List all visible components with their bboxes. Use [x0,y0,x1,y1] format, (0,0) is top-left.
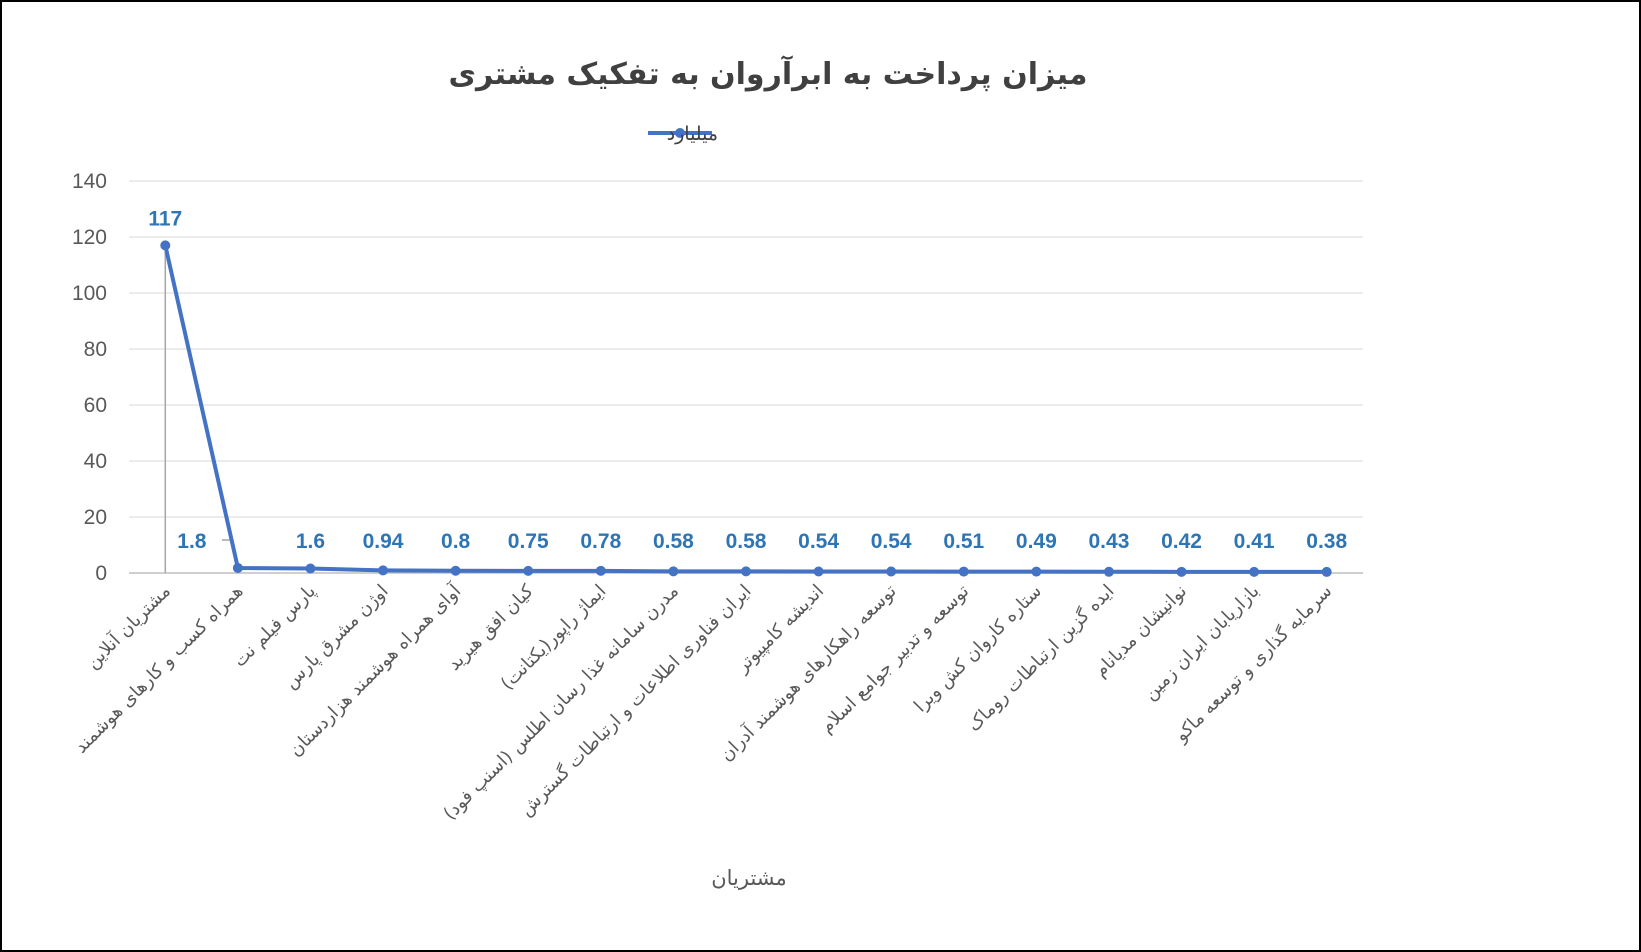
data-labels: 117 1.8 1.6 0.94 0.8 0.75 0.78 0.58 0.58 0.54 0.54… [148,207,1347,553]
y-tick-label: 100 [72,282,107,305]
y-tick-label: 80 [84,338,107,361]
data-label: 0.78 [580,530,621,553]
data-point[interactable] [668,566,679,577]
data-point[interactable] [1103,566,1114,577]
x-tick-label: توسعه و تدبیر جوامع اسلام [816,581,973,738]
data-label: 1.8 [177,530,207,553]
y-tick-label: 60 [84,394,107,417]
y-axis: 0 20 40 60 80 100 120 140 [72,170,107,585]
data-label: 0.42 [1161,530,1202,553]
data-label: 0.43 [1089,530,1130,553]
y-tick-label: 140 [72,170,107,193]
data-label: 1.6 [296,530,325,553]
data-point[interactable] [1176,566,1187,577]
data-point[interactable] [1321,566,1332,577]
data-label: 0.94 [363,530,404,553]
data-label: 0.58 [653,530,694,553]
y-tick-label: 0 [95,562,107,585]
series-mielard[interactable] [160,240,1332,577]
gridlines [129,180,1363,574]
legend[interactable]: میلیارد [648,123,718,145]
data-label: 117 [148,207,182,230]
y-tick-label: 20 [84,506,107,529]
x-tick-label: ستاره کاروان کش ویرا [910,581,1046,717]
x-tick-label: ایده گزین ارتباطات روماک [963,580,1119,736]
data-label: 0.54 [798,530,839,553]
data-point[interactable] [958,566,969,577]
data-label: 0.58 [726,530,767,553]
data-label: 0.51 [943,530,984,553]
data-label: 0.49 [1016,530,1057,553]
chart-title: میزان پرداخت به ابرآروان به تفکیک مشتری [448,55,1087,92]
data-point[interactable] [523,565,534,576]
data-label: 0.38 [1306,530,1347,553]
data-point[interactable] [813,566,824,577]
data-label: 0.8 [441,530,471,553]
data-point[interactable] [741,566,751,577]
data-label: 0.54 [871,530,912,553]
x-axis-title: مشتریان [711,866,787,890]
y-tick-label: 120 [72,226,107,249]
series-line[interactable] [163,243,1329,574]
data-label: 0.75 [508,530,549,553]
data-point[interactable] [595,565,606,576]
data-point[interactable] [378,565,389,576]
data-point[interactable] [160,240,171,251]
data-point[interactable] [450,565,461,576]
data-point[interactable] [305,563,316,574]
data-point[interactable] [232,562,243,573]
legend-marker [675,128,685,138]
data-point[interactable] [1249,566,1260,577]
data-point[interactable] [1031,566,1042,577]
data-point[interactable] [886,566,897,577]
data-label: 0.41 [1234,530,1275,553]
y-tick-label: 40 [84,450,107,473]
legend-label: میلیارد [667,123,718,145]
